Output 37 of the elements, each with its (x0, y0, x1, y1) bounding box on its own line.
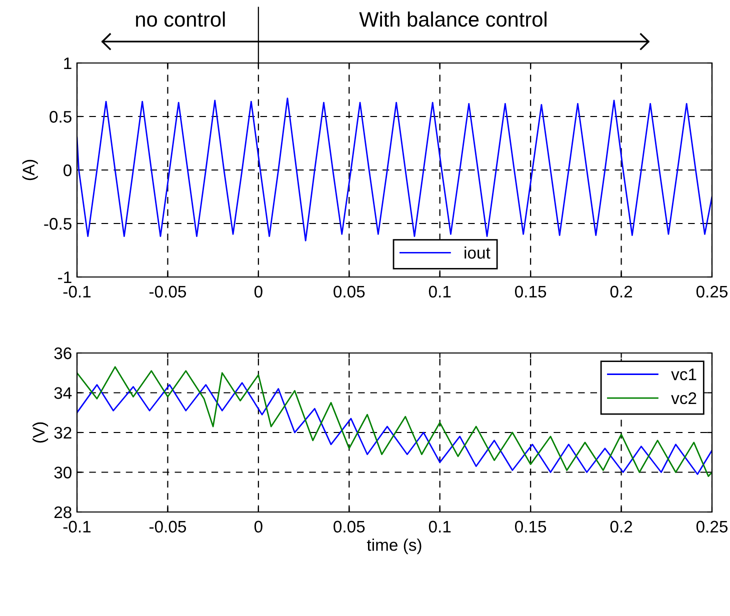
line-series (77, 98, 712, 242)
x-axis-title: time (s) (366, 538, 422, 554)
x-tick-label: 0.05 (334, 286, 365, 298)
y-tick-label: -0.5 (44, 218, 72, 230)
line-series (77, 382, 712, 475)
legend-label: vc2 (671, 392, 696, 404)
legend-label: iout (464, 246, 490, 259)
x-tick-label: 0.15 (515, 520, 546, 533)
y-tick-label: 0.5 (50, 110, 72, 123)
x-tick-label: 0.05 (334, 520, 365, 533)
y-tick-label: 34 (54, 387, 72, 399)
x-tick-label: -0.1 (63, 286, 91, 298)
text: With balance control (359, 11, 546, 27)
legend-label: vc1 (671, 368, 696, 380)
y-tick-label: 1 (64, 58, 72, 70)
y-tick-label: 0 (64, 164, 72, 176)
x-tick-label: 0 (254, 286, 262, 298)
x-tick-label: 0.2 (610, 520, 632, 533)
line-series (77, 366, 712, 477)
x-tick-label: 0.25 (696, 286, 728, 298)
x-tick-label: -0.05 (149, 520, 186, 533)
x-tick-label: -0.05 (149, 286, 186, 298)
y-tick-label: 30 (54, 466, 72, 478)
y-tick-label: -1 (58, 272, 72, 284)
x-tick-label: -0.1 (63, 520, 91, 533)
y-tick-label: 36 (54, 347, 72, 360)
y-axis-title: (V) (32, 422, 48, 443)
x-tick-label: 0.1 (428, 520, 451, 533)
x-tick-label: 0.25 (696, 520, 728, 533)
y-tick-label: 28 (54, 506, 72, 518)
x-tick-label: 0.2 (610, 286, 632, 298)
y-axis-title: (A) (22, 160, 38, 180)
x-tick-label: 0 (254, 520, 262, 533)
y-tick-label: 32 (54, 426, 72, 439)
x-tick-label: 0.15 (515, 286, 546, 298)
x-tick-label: 0.1 (428, 286, 451, 298)
text: no control (136, 11, 225, 27)
